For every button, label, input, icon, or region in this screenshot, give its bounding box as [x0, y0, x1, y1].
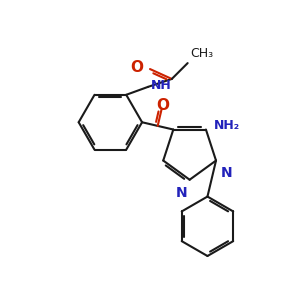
Text: NH₂: NH₂ — [214, 119, 240, 132]
Text: O: O — [130, 60, 143, 75]
Text: CH₃: CH₃ — [190, 47, 214, 60]
Text: N: N — [221, 166, 232, 179]
Text: O: O — [157, 98, 169, 113]
Text: N: N — [176, 186, 188, 200]
Text: NH: NH — [151, 80, 172, 92]
